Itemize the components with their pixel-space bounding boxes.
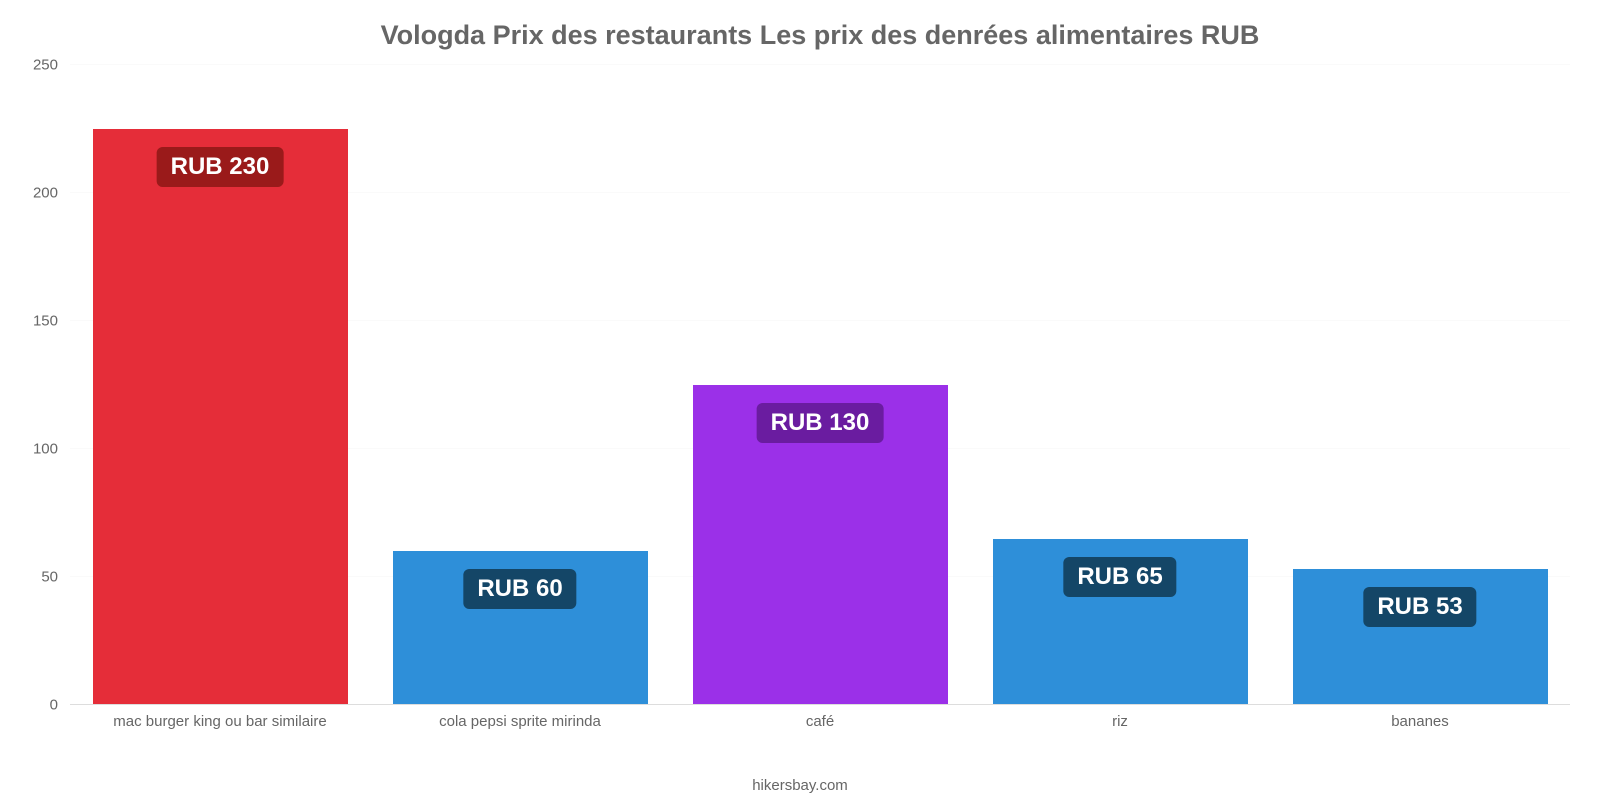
bar-bananes: RUB 53 [1293, 569, 1548, 705]
bar-slot: RUB 230 mac burger king ou bar similaire [70, 65, 370, 705]
bar-badge: RUB 53 [1363, 587, 1476, 627]
bar-slot: RUB 130 café [670, 65, 970, 705]
bar-badge: RUB 130 [757, 403, 884, 443]
ytick-label: 100 [33, 441, 70, 458]
xtick-label: riz [970, 713, 1270, 730]
bar-mac-burger: RUB 230 [93, 129, 348, 705]
bar-slot: RUB 60 cola pepsi sprite mirinda [370, 65, 670, 705]
ytick-label: 200 [33, 185, 70, 202]
ytick-label: 50 [41, 569, 70, 586]
bar-badge: RUB 60 [463, 569, 576, 609]
xtick-label: mac burger king ou bar similaire [70, 713, 370, 730]
gridline-0: 0 [70, 704, 1570, 705]
xtick-label: cola pepsi sprite mirinda [370, 713, 670, 730]
plot-area: 250 200 150 100 50 0 RUB 230 mac burger … [70, 65, 1570, 705]
ytick-label: 0 [50, 697, 70, 714]
ytick-label: 250 [33, 57, 70, 74]
bar-badge: RUB 65 [1063, 557, 1176, 597]
chart-container: Vologda Prix des restaurants Les prix de… [0, 0, 1600, 800]
bar-slot: RUB 65 riz [970, 65, 1270, 705]
bar-badge: RUB 230 [157, 147, 284, 187]
ytick-label: 150 [33, 313, 70, 330]
bar-cafe: RUB 130 [693, 385, 948, 705]
bars-group: RUB 230 mac burger king ou bar similaire… [70, 65, 1570, 705]
bar-slot: RUB 53 bananes [1270, 65, 1570, 705]
xtick-label: café [670, 713, 970, 730]
bar-cola: RUB 60 [393, 551, 648, 705]
xtick-label: bananes [1270, 713, 1570, 730]
bar-riz: RUB 65 [993, 539, 1248, 705]
attribution-text: hikersbay.com [0, 777, 1600, 794]
chart-title: Vologda Prix des restaurants Les prix de… [70, 20, 1570, 51]
